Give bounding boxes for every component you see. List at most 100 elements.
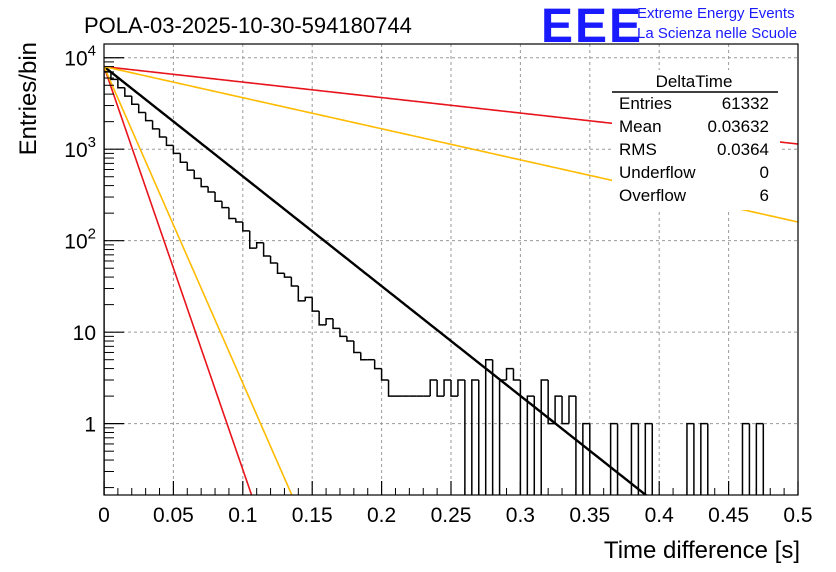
histogram-bin	[512, 368, 521, 381]
histogram-bin	[346, 336, 354, 342]
histogram-bin	[589, 423, 591, 495]
histogram-bin	[609, 422, 618, 495]
histogram-bin	[332, 318, 340, 330]
y-tick-exponent: 3	[88, 134, 96, 151]
stats-label-rms: RMS	[619, 140, 657, 159]
histogram-bin	[304, 296, 313, 301]
stats-label-mean: Mean	[619, 117, 662, 136]
histogram-bin	[755, 422, 764, 495]
histogram-bin	[547, 380, 556, 425]
x-axis-label: Time difference [s]	[604, 537, 800, 564]
histogram-bin	[353, 341, 361, 354]
histogram-bin	[693, 423, 695, 495]
histogram-bin	[505, 367, 514, 380]
histogram-bin	[262, 242, 271, 257]
y-tick-base: 10	[64, 231, 87, 254]
curve-red-fast	[104, 66, 253, 495]
histogram-bin	[436, 380, 445, 397]
stats-title: DeltaTime	[656, 72, 733, 91]
histogram-bin	[200, 178, 209, 188]
chart-title: POLA-03-2025-10-30-594180744	[84, 13, 412, 38]
histogram-bin	[707, 423, 709, 495]
histogram-bin	[575, 396, 577, 495]
x-tick-label: 0.35	[569, 504, 610, 527]
stats-value-entries: 61332	[722, 94, 769, 113]
histogram-bin	[360, 352, 368, 361]
histogram-bin	[457, 379, 465, 397]
curve-orange-fast	[104, 66, 293, 495]
histogram-bin	[248, 230, 257, 249]
histogram-bin	[179, 153, 188, 163]
histogram-bin	[235, 218, 243, 223]
x-tick-label: 0.25	[431, 504, 472, 527]
histogram-bin	[228, 207, 236, 220]
histogram-bin	[325, 318, 334, 325]
histogram-bin	[616, 423, 619, 495]
x-tick-label: 0.3	[506, 504, 535, 527]
stats-label-entries: Entries	[619, 94, 672, 113]
histogram-bin	[540, 379, 549, 495]
x-tick-label: 0.05	[153, 504, 194, 527]
histogram-bin	[443, 379, 451, 397]
x-tick-label: 0	[98, 504, 110, 527]
x-tick-label: 0.1	[228, 504, 257, 527]
stats-label-overflow: Overflow	[619, 186, 687, 205]
histogram-bin	[582, 422, 590, 495]
x-tick-label: 0.15	[292, 504, 333, 527]
histogram-bin	[124, 87, 132, 97]
histogram-bin	[165, 136, 174, 147]
histogram-bin	[339, 328, 347, 338]
histogram-bin	[186, 162, 195, 171]
stats-label-underflow: Underflow	[619, 163, 696, 182]
histogram-bin	[117, 79, 125, 89]
histogram-bin	[373, 359, 382, 370]
histogram-bin	[283, 273, 292, 278]
histogram-bin	[741, 422, 750, 495]
histogram-bin	[144, 112, 153, 122]
stats-value-mean: 0.03632	[708, 117, 769, 136]
y-tick-label: 103	[64, 134, 96, 162]
y-tick-label: 10	[73, 322, 96, 345]
histogram-bin	[686, 422, 694, 495]
histogram-bin	[630, 422, 639, 495]
x-tick-label: 0.45	[708, 504, 749, 527]
histogram-bin	[519, 380, 522, 495]
histogram-bin	[207, 186, 216, 193]
histogram-bin	[269, 256, 278, 264]
histogram-bin	[104, 71, 111, 495]
histogram-bin	[214, 192, 222, 202]
histogram-bin	[568, 395, 576, 424]
y-tick-base: 10	[64, 139, 87, 162]
histogram-bin	[748, 423, 751, 495]
histogram-bin	[137, 104, 146, 114]
histogram-bin	[311, 297, 320, 312]
histogram-bin	[450, 380, 458, 397]
histogram-bin	[533, 396, 536, 495]
histogram-bin	[276, 263, 285, 275]
histogram-bin	[151, 120, 160, 130]
histogram-bin	[380, 368, 389, 381]
histogram-bin	[637, 423, 640, 495]
histogram-bin	[387, 380, 396, 397]
axes: 0 0.05 0.1 0.15 0.2 0.25 0.3 0.35 0.4 0.45 0.51101…	[64, 43, 812, 527]
histogram-bin	[318, 311, 327, 326]
stats-value-overflow: 6	[760, 186, 769, 205]
y-tick-exponent: 4	[88, 43, 96, 60]
y-tick-label: 104	[64, 43, 96, 71]
x-tick-label: 0.4	[645, 504, 675, 527]
stats-box: DeltaTime Entries 61332 Mean 0.03632 RMS…	[612, 70, 780, 210]
histogram-bin	[484, 358, 493, 495]
histogram-bin	[700, 422, 708, 495]
y-tick-label: 102	[64, 226, 96, 254]
x-tick-label: 0.2	[367, 504, 396, 527]
y-axis-label: Entries/bin	[15, 42, 42, 155]
histogram-bin	[429, 379, 438, 397]
histogram-bin	[464, 380, 466, 495]
histogram-bin	[131, 96, 139, 105]
histogram-bin	[193, 170, 202, 180]
logo-subtitle-1: Extreme Energy Events	[637, 5, 795, 22]
histogram-bin	[221, 201, 229, 209]
histogram-bin	[526, 395, 535, 495]
histogram-bin	[297, 285, 306, 302]
